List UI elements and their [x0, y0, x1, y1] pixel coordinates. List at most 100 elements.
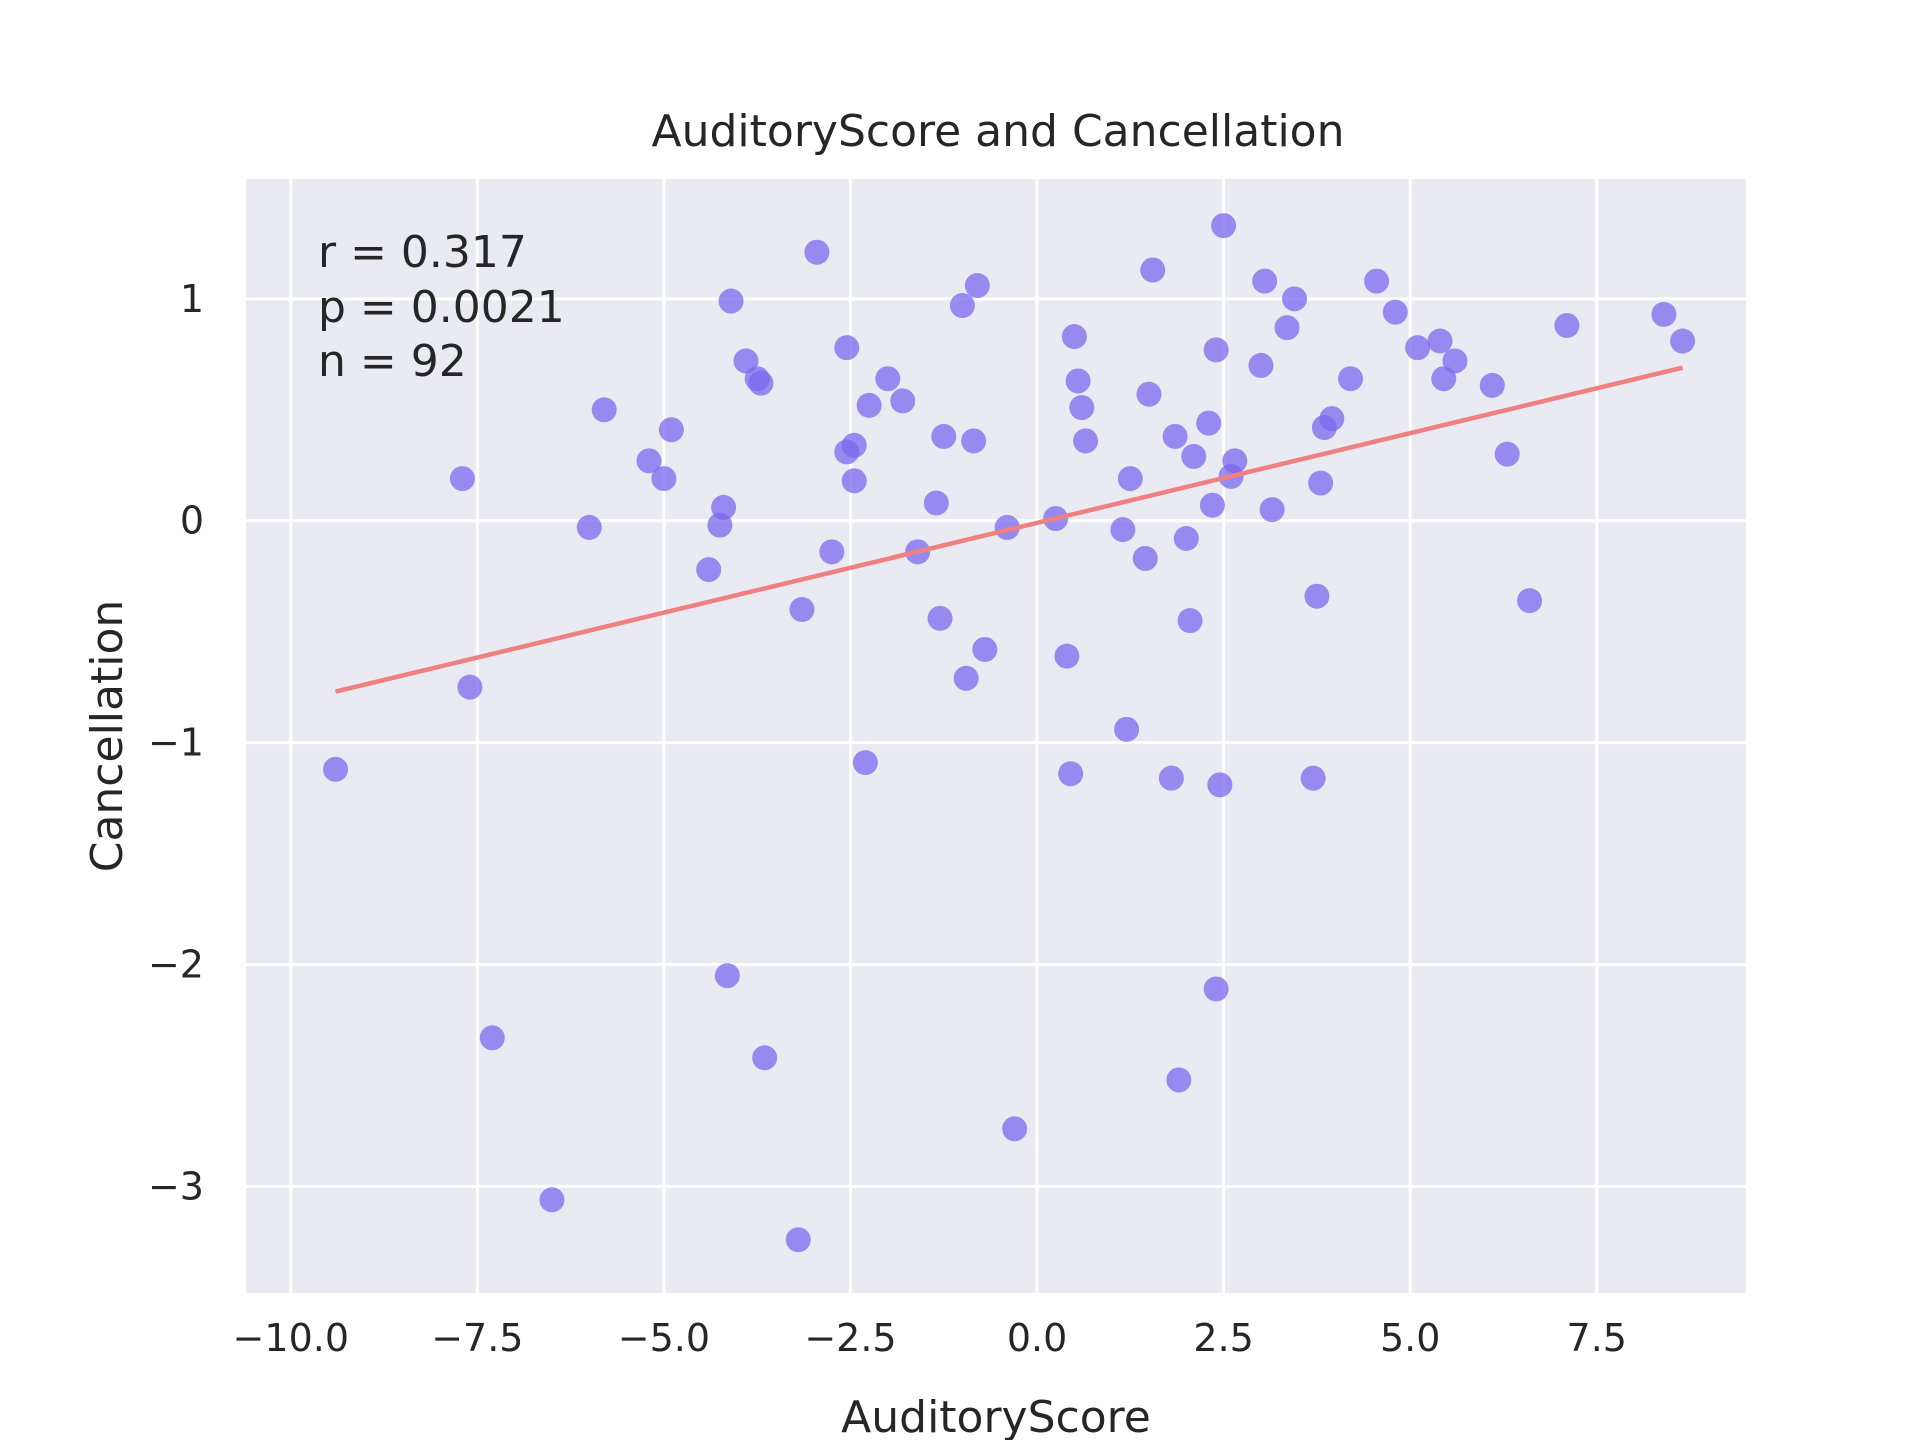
data-point: [1162, 423, 1188, 449]
data-point: [1651, 301, 1677, 327]
data-point: [852, 750, 878, 776]
data-point: [733, 348, 759, 374]
data-point: [1069, 395, 1095, 421]
data-point: [1300, 765, 1326, 791]
data-point: [1110, 517, 1136, 543]
data-point: [1061, 324, 1087, 350]
data-point: [1166, 1067, 1192, 1093]
x-tick-label: −2.5: [804, 1316, 896, 1360]
y-axis-ticks: −3 −2 −1 0 1: [148, 277, 204, 1209]
data-point: [1173, 525, 1199, 551]
data-point: [1196, 410, 1222, 436]
y-tick-label: −2: [148, 943, 204, 987]
data-point: [1319, 406, 1345, 432]
data-point: [841, 432, 867, 458]
data-point: [658, 417, 684, 443]
data-point: [1207, 772, 1233, 798]
x-tick-label: 7.5: [1567, 1316, 1627, 1360]
data-point: [1517, 588, 1543, 614]
data-point: [1494, 441, 1520, 467]
data-point: [714, 963, 740, 989]
data-point: [972, 636, 998, 662]
data-point: [1211, 213, 1237, 239]
data-point: [961, 428, 987, 454]
x-axis-ticks: −10.0 −7.5 −5.0 −2.5 0.0 2.5 5.0 7.5: [233, 1316, 1627, 1360]
data-point: [1181, 443, 1207, 469]
grid-lines: [246, 179, 1746, 1293]
data-point: [1364, 268, 1390, 294]
x-tick-label: −10.0: [233, 1316, 349, 1360]
stat-p: p = 0.0021: [318, 282, 565, 333]
data-point: [1670, 328, 1696, 354]
data-point: [1114, 716, 1140, 742]
data-point: [964, 273, 990, 299]
y-tick-label: 0: [180, 499, 204, 543]
y-tick-label: 1: [180, 277, 204, 321]
data-point: [576, 514, 602, 540]
data-point: [1259, 497, 1285, 523]
y-tick-label: −3: [148, 1164, 204, 1208]
data-point: [804, 239, 830, 265]
data-point: [479, 1025, 505, 1051]
data-point: [718, 288, 744, 314]
data-point: [323, 756, 349, 782]
data-point: [931, 423, 957, 449]
data-point: [1252, 268, 1278, 294]
data-point: [1132, 545, 1158, 571]
data-point: [1308, 470, 1334, 496]
data-point: [1117, 466, 1143, 492]
stat-n: n = 92: [318, 336, 467, 387]
x-tick-label: −5.0: [618, 1316, 710, 1360]
x-tick-label: −7.5: [431, 1316, 523, 1360]
data-point: [457, 674, 483, 700]
data-point: [789, 597, 815, 623]
data-point: [1177, 608, 1203, 634]
data-point: [834, 335, 860, 361]
data-point: [927, 605, 953, 631]
data-point: [748, 370, 774, 396]
data-points: [323, 213, 1696, 1253]
data-point: [890, 388, 916, 414]
data-point: [1073, 428, 1099, 454]
data-point: [696, 557, 722, 583]
data-point: [953, 665, 979, 691]
data-point: [1304, 583, 1330, 609]
data-point: [856, 392, 882, 418]
data-point: [949, 292, 975, 318]
y-axis-label: Cancellation: [82, 600, 133, 873]
data-point: [1382, 299, 1408, 325]
data-point: [1054, 643, 1080, 669]
data-point: [711, 494, 737, 520]
data-point: [1058, 761, 1084, 787]
data-point: [1203, 337, 1229, 363]
data-point: [1479, 372, 1505, 398]
data-point: [1002, 1116, 1028, 1142]
data-point: [1431, 366, 1457, 392]
x-tick-label: 0.0: [1007, 1316, 1067, 1360]
data-point: [841, 468, 867, 494]
data-point: [1274, 315, 1300, 341]
data-point: [1199, 492, 1225, 518]
plot-area: [246, 179, 1746, 1293]
data-point: [1248, 352, 1274, 378]
data-point: [1140, 257, 1166, 283]
regression-line: [335, 365, 1684, 694]
data-point: [1065, 368, 1091, 394]
data-point: [752, 1045, 778, 1071]
data-point: [1136, 381, 1162, 407]
x-axis-label: AuditoryScore: [841, 1392, 1151, 1440]
data-point: [1158, 765, 1184, 791]
data-point: [591, 397, 617, 423]
data-point: [1282, 286, 1308, 312]
x-tick-label: 2.5: [1193, 1316, 1253, 1360]
data-point: [651, 466, 677, 492]
data-point: [1222, 448, 1248, 474]
data-point: [1442, 348, 1468, 374]
data-point: [1554, 312, 1580, 338]
stat-r: r = 0.317: [318, 227, 527, 278]
x-tick-label: 5.0: [1380, 1316, 1440, 1360]
data-point: [449, 466, 475, 492]
data-point: [1337, 366, 1363, 392]
data-point: [636, 448, 662, 474]
